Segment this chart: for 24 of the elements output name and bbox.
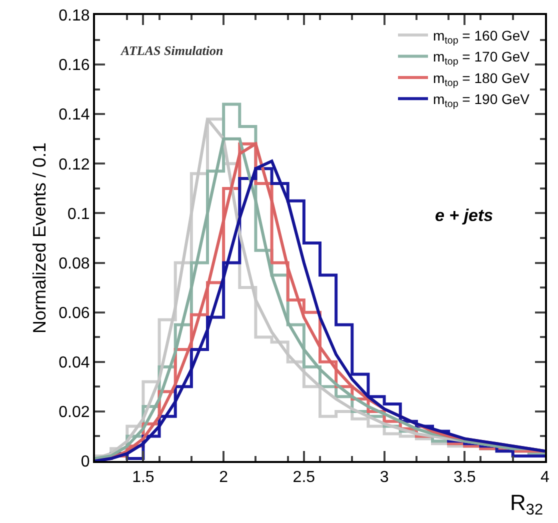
x-tick-label: 4 [540,469,550,486]
y-tick-label: 0.14 [58,106,90,124]
y-tick-label: 0.02 [58,404,90,422]
legend-label: m$_{top}$ = 160 GeV [433,28,530,46]
y-tick-label: 0.18 [58,8,90,25]
y-tick-label: 0.06 [58,304,90,322]
annotation: ATLAS Simulation [120,43,224,58]
y-tick-label: 0.04 [58,354,90,372]
x-tick-label: 3 [380,469,389,486]
legend-label: m$_{top}$ = 190 GeV [433,91,530,110]
x-tick-label: 3.5 [454,469,476,486]
x-tick-label: 1.5 [132,469,154,486]
y-axis-title: Normalized Events / 0.1 [29,142,50,334]
y-tick-label: 0.16 [58,57,90,74]
annotation: e + jets [435,206,494,225]
x-axis-title: R$_{32}$ [510,490,544,519]
y-tick-label: 0.1 [68,206,90,223]
y-tick-label: 0.08 [58,255,90,272]
legend-label: m$_{top}$ = 170 GeV [433,48,530,68]
y-tick-label: 0 [80,454,90,471]
legend-label: m$_{top}$ = 180 GeV [433,70,530,89]
x-tick-label: 2.5 [292,469,316,486]
y-tick-label: 0.12 [58,156,90,174]
x-tick-label: 2 [219,469,228,486]
